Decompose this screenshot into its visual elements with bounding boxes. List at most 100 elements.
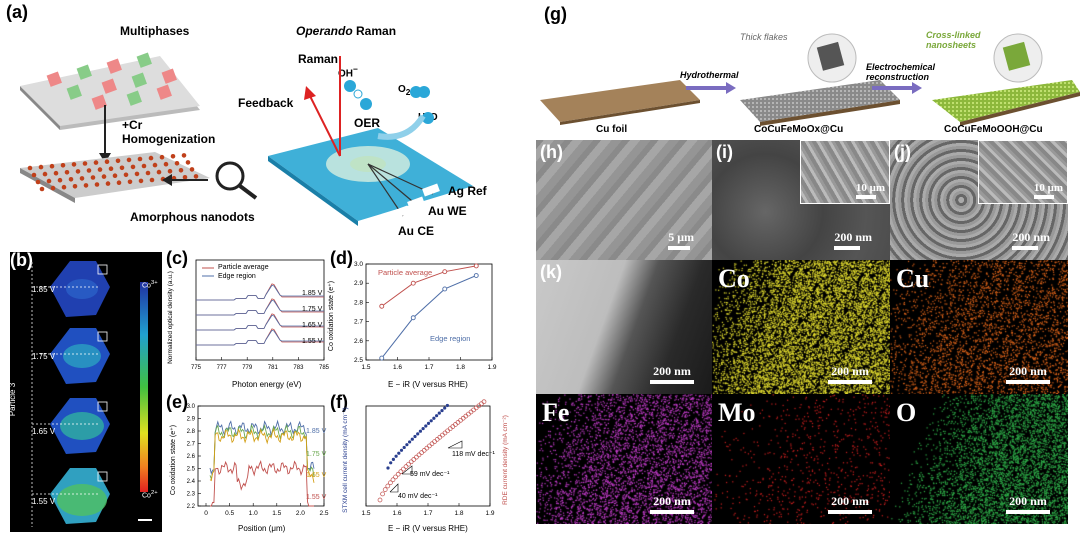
- svg-text:2.5: 2.5: [319, 510, 328, 517]
- feedback-label: Feedback: [238, 96, 294, 110]
- svg-text:2.8: 2.8: [187, 429, 196, 435]
- eds-co: Co 200 nm: [712, 260, 890, 394]
- svg-text:2.9: 2.9: [354, 280, 363, 287]
- svg-text:2.7: 2.7: [187, 442, 196, 448]
- voltage-3: 1.65 V: [32, 427, 56, 436]
- svg-text:1.8: 1.8: [454, 510, 463, 517]
- e-ylabel: Co oxidation state (e⁺): [170, 424, 178, 496]
- magnifier-icon: [215, 161, 258, 200]
- svg-text:2.0: 2.0: [296, 510, 305, 517]
- c-curve-1: 1.85 V: [302, 290, 323, 297]
- svg-text:1.8: 1.8: [456, 364, 465, 371]
- d-ylabel: Co oxidation state (e⁺): [328, 280, 336, 352]
- au-we-label: Au WE: [428, 204, 467, 218]
- ag-ref-label: Ag Ref: [448, 184, 487, 198]
- eds-o: O 200 nm: [890, 394, 1068, 524]
- oxyhydroxide-label: CoCuFeMoOOH@Cu: [944, 124, 1043, 135]
- sem-i-inset: 10 μm: [800, 140, 890, 204]
- svg-text:1.5: 1.5: [272, 510, 281, 517]
- e-label-1: 1.85 V: [306, 428, 327, 435]
- svg-text:783: 783: [293, 365, 304, 371]
- voltage-1: 1.85 V: [32, 285, 56, 294]
- svg-text:1.6: 1.6: [393, 364, 402, 371]
- tafel-chart: 1.5 1.6 1.7 1.8 1.9: [361, 399, 495, 517]
- svg-text:2.3: 2.3: [187, 492, 196, 498]
- panel-c-label: (c): [166, 248, 188, 268]
- svg-text:1.0: 1.0: [249, 510, 258, 517]
- cr-label: +Cr: [122, 118, 143, 132]
- svg-text:781: 781: [268, 365, 279, 371]
- voltage-4: 1.55 V: [32, 497, 56, 506]
- svg-text:2.5: 2.5: [354, 357, 363, 364]
- homogenization-label: Homogenization: [122, 132, 216, 146]
- cu-foil-label: Cu foil: [596, 124, 628, 135]
- slope-118: 118 mV dec⁻¹: [452, 451, 495, 458]
- d-xlabel: E − iR (V versus RHE): [388, 380, 468, 389]
- c-curve-4: 1.55 V: [302, 338, 323, 345]
- svg-text:2.8: 2.8: [354, 299, 363, 306]
- svg-text:1.5: 1.5: [361, 510, 370, 517]
- particle-maps: [31, 261, 152, 527]
- voltage-2: 1.75 V: [32, 352, 56, 361]
- svg-text:1.6: 1.6: [392, 510, 401, 517]
- svg-text:1.9: 1.9: [485, 510, 494, 517]
- xas-chart: 775 777 779 781 783 785: [191, 259, 330, 371]
- oer-label: OER: [354, 116, 381, 130]
- electrochem-label: Electrochemical reconstruction: [866, 62, 936, 82]
- nanodot-slab: [20, 152, 210, 203]
- sem-h: (h) 5 μm: [536, 140, 712, 260]
- c-curve-2: 1.75 V: [302, 306, 323, 313]
- d-legend-avg: Particle average: [378, 268, 433, 277]
- c-legend-edge: Edge region: [218, 273, 256, 280]
- svg-text:2.2: 2.2: [187, 504, 196, 510]
- panel-e-label: (e): [166, 392, 188, 412]
- svg-text:2.9: 2.9: [187, 417, 196, 423]
- svg-text:3.0: 3.0: [354, 261, 363, 268]
- svg-text:0: 0: [204, 510, 208, 517]
- e-xlabel: Position (μm): [238, 524, 286, 533]
- c-ylabel: Normalized optical density (a.u.): [166, 271, 174, 364]
- svg-text:2.5: 2.5: [187, 467, 196, 473]
- left-arrow: [162, 174, 208, 186]
- c-xlabel: Photon energy (eV): [232, 380, 302, 389]
- panel-b-label: (b): [10, 250, 33, 270]
- eds-cu: Cu 200 nm: [890, 260, 1068, 394]
- oxidation-chart: 1.5 1.6 1.7 1.8 1.9 2.5 2.6 2.7 2.8 2.9 3.0: [354, 261, 497, 371]
- sem-j-inset: 10 μm: [978, 140, 1068, 204]
- eds-fe: Fe 200 nm: [536, 394, 712, 524]
- svg-text:1.7: 1.7: [423, 510, 432, 517]
- particle-label: Particle 3: [8, 382, 18, 417]
- svg-text:1.7: 1.7: [424, 364, 433, 371]
- au-ce-label: Au CE: [398, 224, 434, 238]
- svg-text:3.0: 3.0: [187, 404, 196, 410]
- tem-k: (k) 200 nm: [536, 260, 712, 394]
- panel-g-label: (g): [544, 4, 567, 24]
- svg-text:777: 777: [217, 365, 228, 371]
- svg-text:1.5: 1.5: [361, 364, 370, 371]
- operando-title: Operando Raman: [296, 24, 397, 38]
- e-label-2: 1.75 V: [306, 451, 327, 458]
- c-legend-avg: Particle average: [218, 264, 269, 271]
- eds-mo: Mo 200 nm: [712, 394, 890, 524]
- o2-label: O2: [398, 84, 411, 97]
- panel-f-label: (f): [330, 392, 348, 412]
- sem-i: (i) 10 μm 200 nm: [712, 140, 890, 260]
- oxide-label: CoCuFeMoOx@Cu: [754, 124, 844, 135]
- c-curve-3: 1.65 V: [302, 322, 323, 329]
- svg-text:2.6: 2.6: [187, 454, 196, 460]
- amorphous-label: Amorphous nanodots: [130, 210, 255, 224]
- cbar-top: Co3+: [142, 280, 158, 290]
- svg-text:0.5: 0.5: [225, 510, 234, 517]
- oh-label: OH−: [338, 64, 358, 80]
- svg-text:2.4: 2.4: [187, 479, 196, 485]
- svg-text:779: 779: [242, 365, 253, 371]
- svg-text:775: 775: [191, 365, 202, 371]
- panel-a-label: (a): [6, 2, 28, 22]
- svg-text:2.6: 2.6: [354, 338, 363, 345]
- cbar-bottom: Co2+: [142, 490, 158, 500]
- sem-j: (j) 10 μm 200 nm: [890, 140, 1068, 260]
- f-xlabel: E − iR (V versus RHE): [388, 524, 468, 533]
- svg-text:1.9: 1.9: [487, 364, 496, 371]
- panel-d-label: (d): [330, 248, 353, 268]
- position-chart: 0 0.5 1.0 1.5 2.0 2.5 2.2 2.3 2.4 2.5 2.6 2.7 2.8 2.9…: [187, 404, 329, 517]
